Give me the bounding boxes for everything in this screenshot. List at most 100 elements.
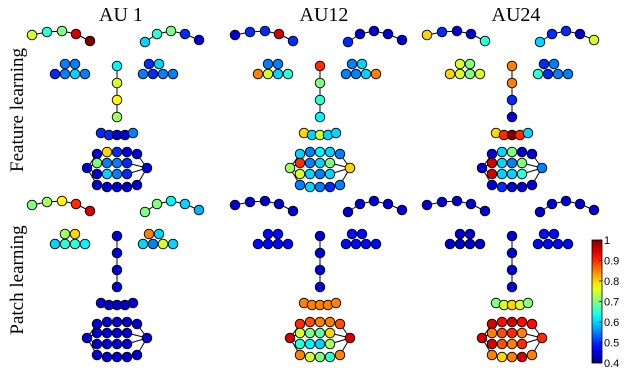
face-panel [421,195,600,363]
landmark-node [324,168,336,180]
landmark-node [282,238,294,250]
landmark-node [287,35,299,47]
colorbar-tick-label: 0.8 [604,276,619,288]
landmark-node [486,179,498,191]
landmark-node [562,68,574,80]
landmark-node [91,338,103,350]
landmark-node [486,157,498,169]
landmark-node [465,28,477,40]
landmark-node [444,238,456,250]
landmark-node [56,195,68,207]
landmark-node [294,327,306,339]
landmark-node [506,111,518,123]
landmark-node [304,316,316,328]
landmark-node [451,25,463,37]
landmark-node [465,198,477,210]
landmark-node [101,157,113,169]
landmark-node [506,60,518,72]
landmark-node [143,228,155,240]
landmark-node [562,238,574,250]
landmark-node [506,316,518,328]
landmark-node [294,168,306,180]
landmark-node [157,68,169,80]
landmark-node [334,318,346,330]
landmark-node [111,230,123,242]
landmark-node [111,351,123,363]
landmark-node [151,28,163,40]
landmark-node [526,349,538,361]
landmark-node [474,68,486,80]
landmark-node [516,316,528,328]
landmark-node [79,238,91,250]
landmark-node [346,58,358,70]
landmark-node [506,247,518,259]
landmark-node [151,198,163,210]
landmark-node [304,181,316,193]
landmark-node [294,318,306,330]
landmark-node [324,351,336,363]
landmark-node [284,332,296,344]
landmark-node [69,228,81,240]
landmark-node [516,157,528,169]
landmark-node [496,316,508,328]
landmark-node [157,238,169,250]
landmark-node [121,146,133,158]
landmark-node [165,195,177,207]
landmark-node [479,205,491,217]
landmark-node [111,264,123,276]
landmark-node [139,36,151,48]
landmark-node [526,148,538,160]
landmark-node [532,68,544,80]
landmark-node [454,228,466,240]
landmark-node [464,68,476,80]
landmark-node [534,206,546,218]
landmark-node [516,327,528,339]
face-panels [26,25,600,363]
landmark-node [137,68,149,80]
landmark-node [360,68,372,80]
landmark-node [59,58,71,70]
landmark-node [542,238,554,250]
landmark-node [91,318,103,330]
landmark-node [121,181,133,193]
landmark-node [546,198,558,210]
landmark-node [121,168,133,180]
column-title: AU12 [300,4,349,26]
colorbar-tick-label: 0.5 [604,338,619,350]
landmark-node [141,162,153,174]
colorbar-tick-label: 1 [604,235,610,247]
landmark-node [538,58,550,70]
landmark-node [81,162,93,174]
landmark-node [342,36,354,48]
landmark-node [314,351,326,363]
landmark-node [486,327,498,339]
landmark-node [334,148,346,160]
landmark-node [324,157,336,169]
landmark-node [131,318,143,330]
landmark-node [382,28,394,40]
landmark-node [588,34,600,46]
landmark-node [26,199,38,211]
landmark-node [294,148,306,160]
landmark-node [294,349,306,361]
landmark-node [229,199,241,211]
landmark-node [84,35,96,47]
landmark-node [137,238,149,250]
landmark-node [324,338,336,350]
landmark-node [344,162,356,174]
landmark-node [314,94,326,106]
landmark-node [496,146,508,158]
row-labels: Feature learning Patch learning [7,48,28,335]
landmark-node [262,68,274,80]
landmark-node [368,195,380,207]
landmark-node [370,68,382,80]
landmark-node [350,238,362,250]
landmark-node [69,68,81,80]
landmark-node [141,332,153,344]
landmark-node [49,238,61,250]
landmark-node [304,327,316,339]
landmark-node [314,168,326,180]
landmark-node [314,247,326,259]
landmark-node [346,228,358,240]
landmark-node [179,28,191,40]
